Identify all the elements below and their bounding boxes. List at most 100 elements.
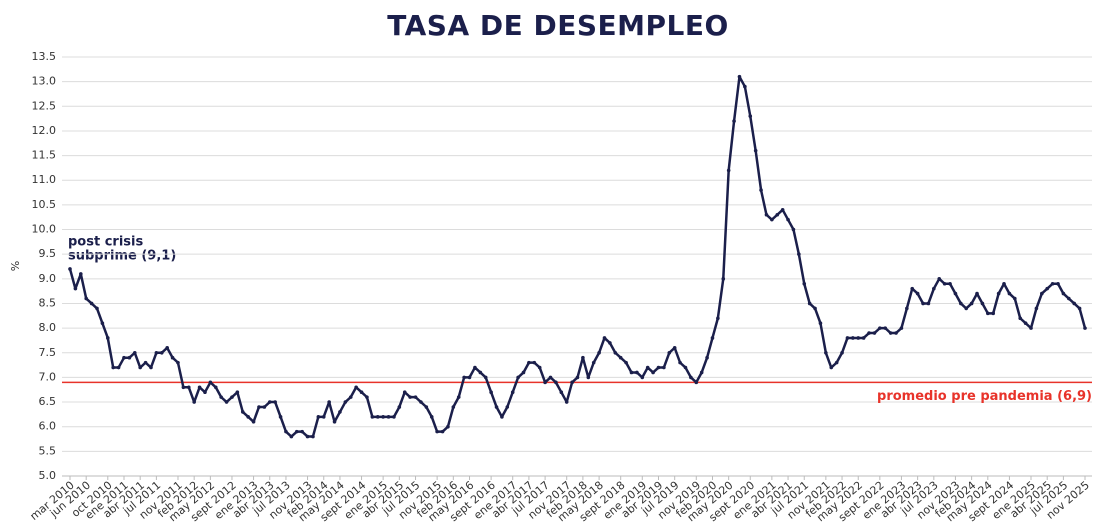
data-point (591, 360, 596, 365)
data-point (402, 390, 407, 395)
data-point (165, 346, 169, 350)
data-point (1045, 286, 1050, 291)
data-point (1056, 281, 1060, 286)
data-point (392, 415, 396, 419)
data-point (894, 331, 898, 335)
data-point (797, 252, 801, 256)
y-axis-label: % (9, 261, 22, 271)
data-point (937, 277, 942, 281)
data-point (224, 400, 229, 404)
data-point (365, 395, 369, 399)
data-point (861, 336, 866, 340)
data-point (84, 296, 88, 301)
data-point (186, 385, 191, 390)
data-point (451, 405, 456, 409)
data-point (246, 415, 250, 419)
data-point (991, 311, 996, 316)
annotation: subprime (9,1) (68, 249, 176, 264)
data-point (710, 336, 715, 340)
y-tick-label: 13.5 (32, 50, 57, 63)
data-point (429, 415, 434, 419)
data-point (311, 434, 315, 439)
data-point (564, 400, 569, 404)
data-point (197, 385, 202, 390)
chart-title: TASA DE DESEMPLEO (387, 9, 729, 42)
data-point (240, 410, 245, 414)
data-point (613, 350, 618, 355)
data-point (321, 415, 326, 419)
data-point (338, 410, 342, 414)
y-tick-label: 9.5 (39, 247, 57, 260)
data-point (370, 415, 375, 419)
data-point (257, 405, 261, 409)
data-point (748, 114, 753, 118)
data-point (78, 272, 83, 276)
data-point (122, 355, 126, 360)
data-point (1002, 281, 1006, 286)
data-point (527, 360, 531, 365)
data-point (726, 168, 731, 173)
data-point (629, 370, 634, 375)
data-point (905, 306, 909, 311)
data-point (111, 365, 115, 370)
data-point (213, 385, 218, 390)
data-point (149, 365, 153, 370)
data-point (473, 365, 477, 370)
data-point (143, 360, 148, 365)
data-point (834, 360, 839, 365)
data-point (219, 395, 223, 399)
data-point (586, 375, 591, 380)
data-point (570, 380, 574, 385)
data-point (386, 415, 391, 419)
y-tick-label: 10.5 (32, 198, 57, 211)
data-point (267, 400, 272, 404)
data-point (1072, 301, 1077, 306)
data-point (948, 281, 952, 286)
data-point (170, 355, 175, 360)
data-point (494, 405, 499, 409)
data-point (689, 375, 693, 380)
y-tick-label: 12.5 (32, 99, 57, 112)
data-point (95, 306, 99, 311)
y-tick-label: 7.5 (39, 346, 57, 359)
data-point (294, 429, 299, 434)
data-point (89, 301, 94, 306)
data-point (251, 419, 256, 424)
y-tick-label: 13.0 (32, 75, 57, 88)
data-point (354, 385, 358, 390)
data-point (640, 375, 645, 380)
data-point (332, 419, 337, 424)
data-point (635, 370, 639, 375)
y-tick-label: 8.5 (39, 296, 57, 309)
data-point (100, 321, 105, 325)
data-point (840, 350, 844, 355)
data-point (132, 350, 137, 355)
data-point (867, 331, 871, 335)
data-point (554, 380, 558, 385)
y-tick-label: 11.5 (32, 149, 57, 162)
data-point (915, 291, 920, 296)
data-point (645, 365, 650, 370)
data-point (851, 336, 855, 340)
data-point (278, 415, 283, 419)
y-tick-label: 5.5 (39, 444, 57, 457)
data-point (662, 365, 666, 370)
data-point (154, 350, 159, 355)
y-tick-label: 6.5 (39, 395, 57, 408)
data-point (397, 405, 402, 409)
data-point (208, 380, 213, 385)
data-point (532, 360, 537, 365)
data-point (105, 336, 110, 340)
data-point (483, 375, 488, 380)
data-point (192, 400, 196, 404)
data-point (381, 415, 385, 419)
data-point (926, 301, 931, 306)
data-point (1013, 296, 1017, 301)
data-point (737, 74, 742, 79)
data-point (996, 291, 1001, 296)
data-point (127, 355, 132, 360)
data-point (581, 355, 585, 360)
annotation: post crisis (68, 235, 143, 250)
data-point (116, 365, 121, 370)
data-point (786, 217, 790, 222)
